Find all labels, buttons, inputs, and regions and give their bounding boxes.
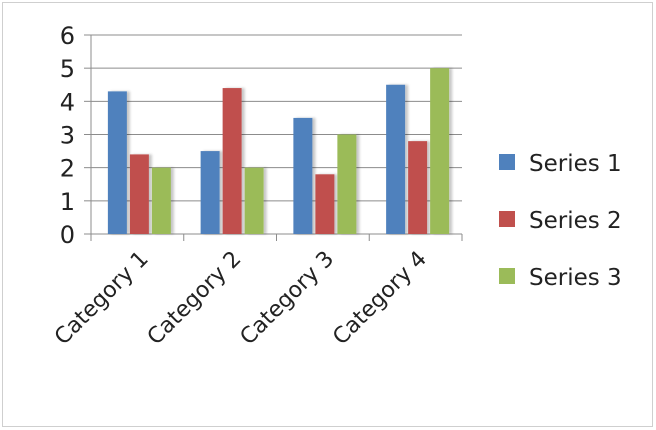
y-tick-label: 5 [60,55,75,83]
bar-series-3-4 [430,68,450,235]
bar-series-3-1 [151,167,171,234]
y-tick-label: 4 [60,88,75,116]
x-tick-label: Category 4 [328,247,432,351]
bar-series-2-4 [408,141,428,234]
x-tick-label: Category 3 [236,247,340,351]
y-tick-label: 2 [60,155,75,183]
legend: Series 1 Series 2 Series 3 [499,151,622,291]
legend-swatch [499,211,515,227]
bar-series-2-3 [315,174,335,234]
legend-label: Series 3 [529,265,622,291]
bar-series-3-3 [337,134,357,234]
bar-series-2-1 [129,154,149,234]
legend-swatch [499,154,515,170]
y-tick-label: 1 [60,188,75,216]
y-tick-labels: 0 1 2 3 4 5 6 [60,22,75,249]
axes [84,34,463,241]
legend-label: Series 1 [529,151,622,177]
x-tick-label: Category 1 [50,247,154,351]
y-tick-label: 3 [60,122,75,150]
bar-series-1-3 [293,117,313,234]
y-tick-label: 6 [60,22,75,50]
bar-series-1-1 [107,91,127,234]
bars [107,68,450,235]
bar-series-1-2 [200,151,220,234]
bar-series-1-4 [386,84,406,234]
y-tick-label: 0 [60,221,75,249]
legend-label: Series 2 [529,208,622,234]
legend-swatch [499,268,515,284]
bar-series-2-2 [222,88,242,234]
x-tick-label: Category 2 [143,247,247,351]
bar-series-3-2 [244,167,264,234]
